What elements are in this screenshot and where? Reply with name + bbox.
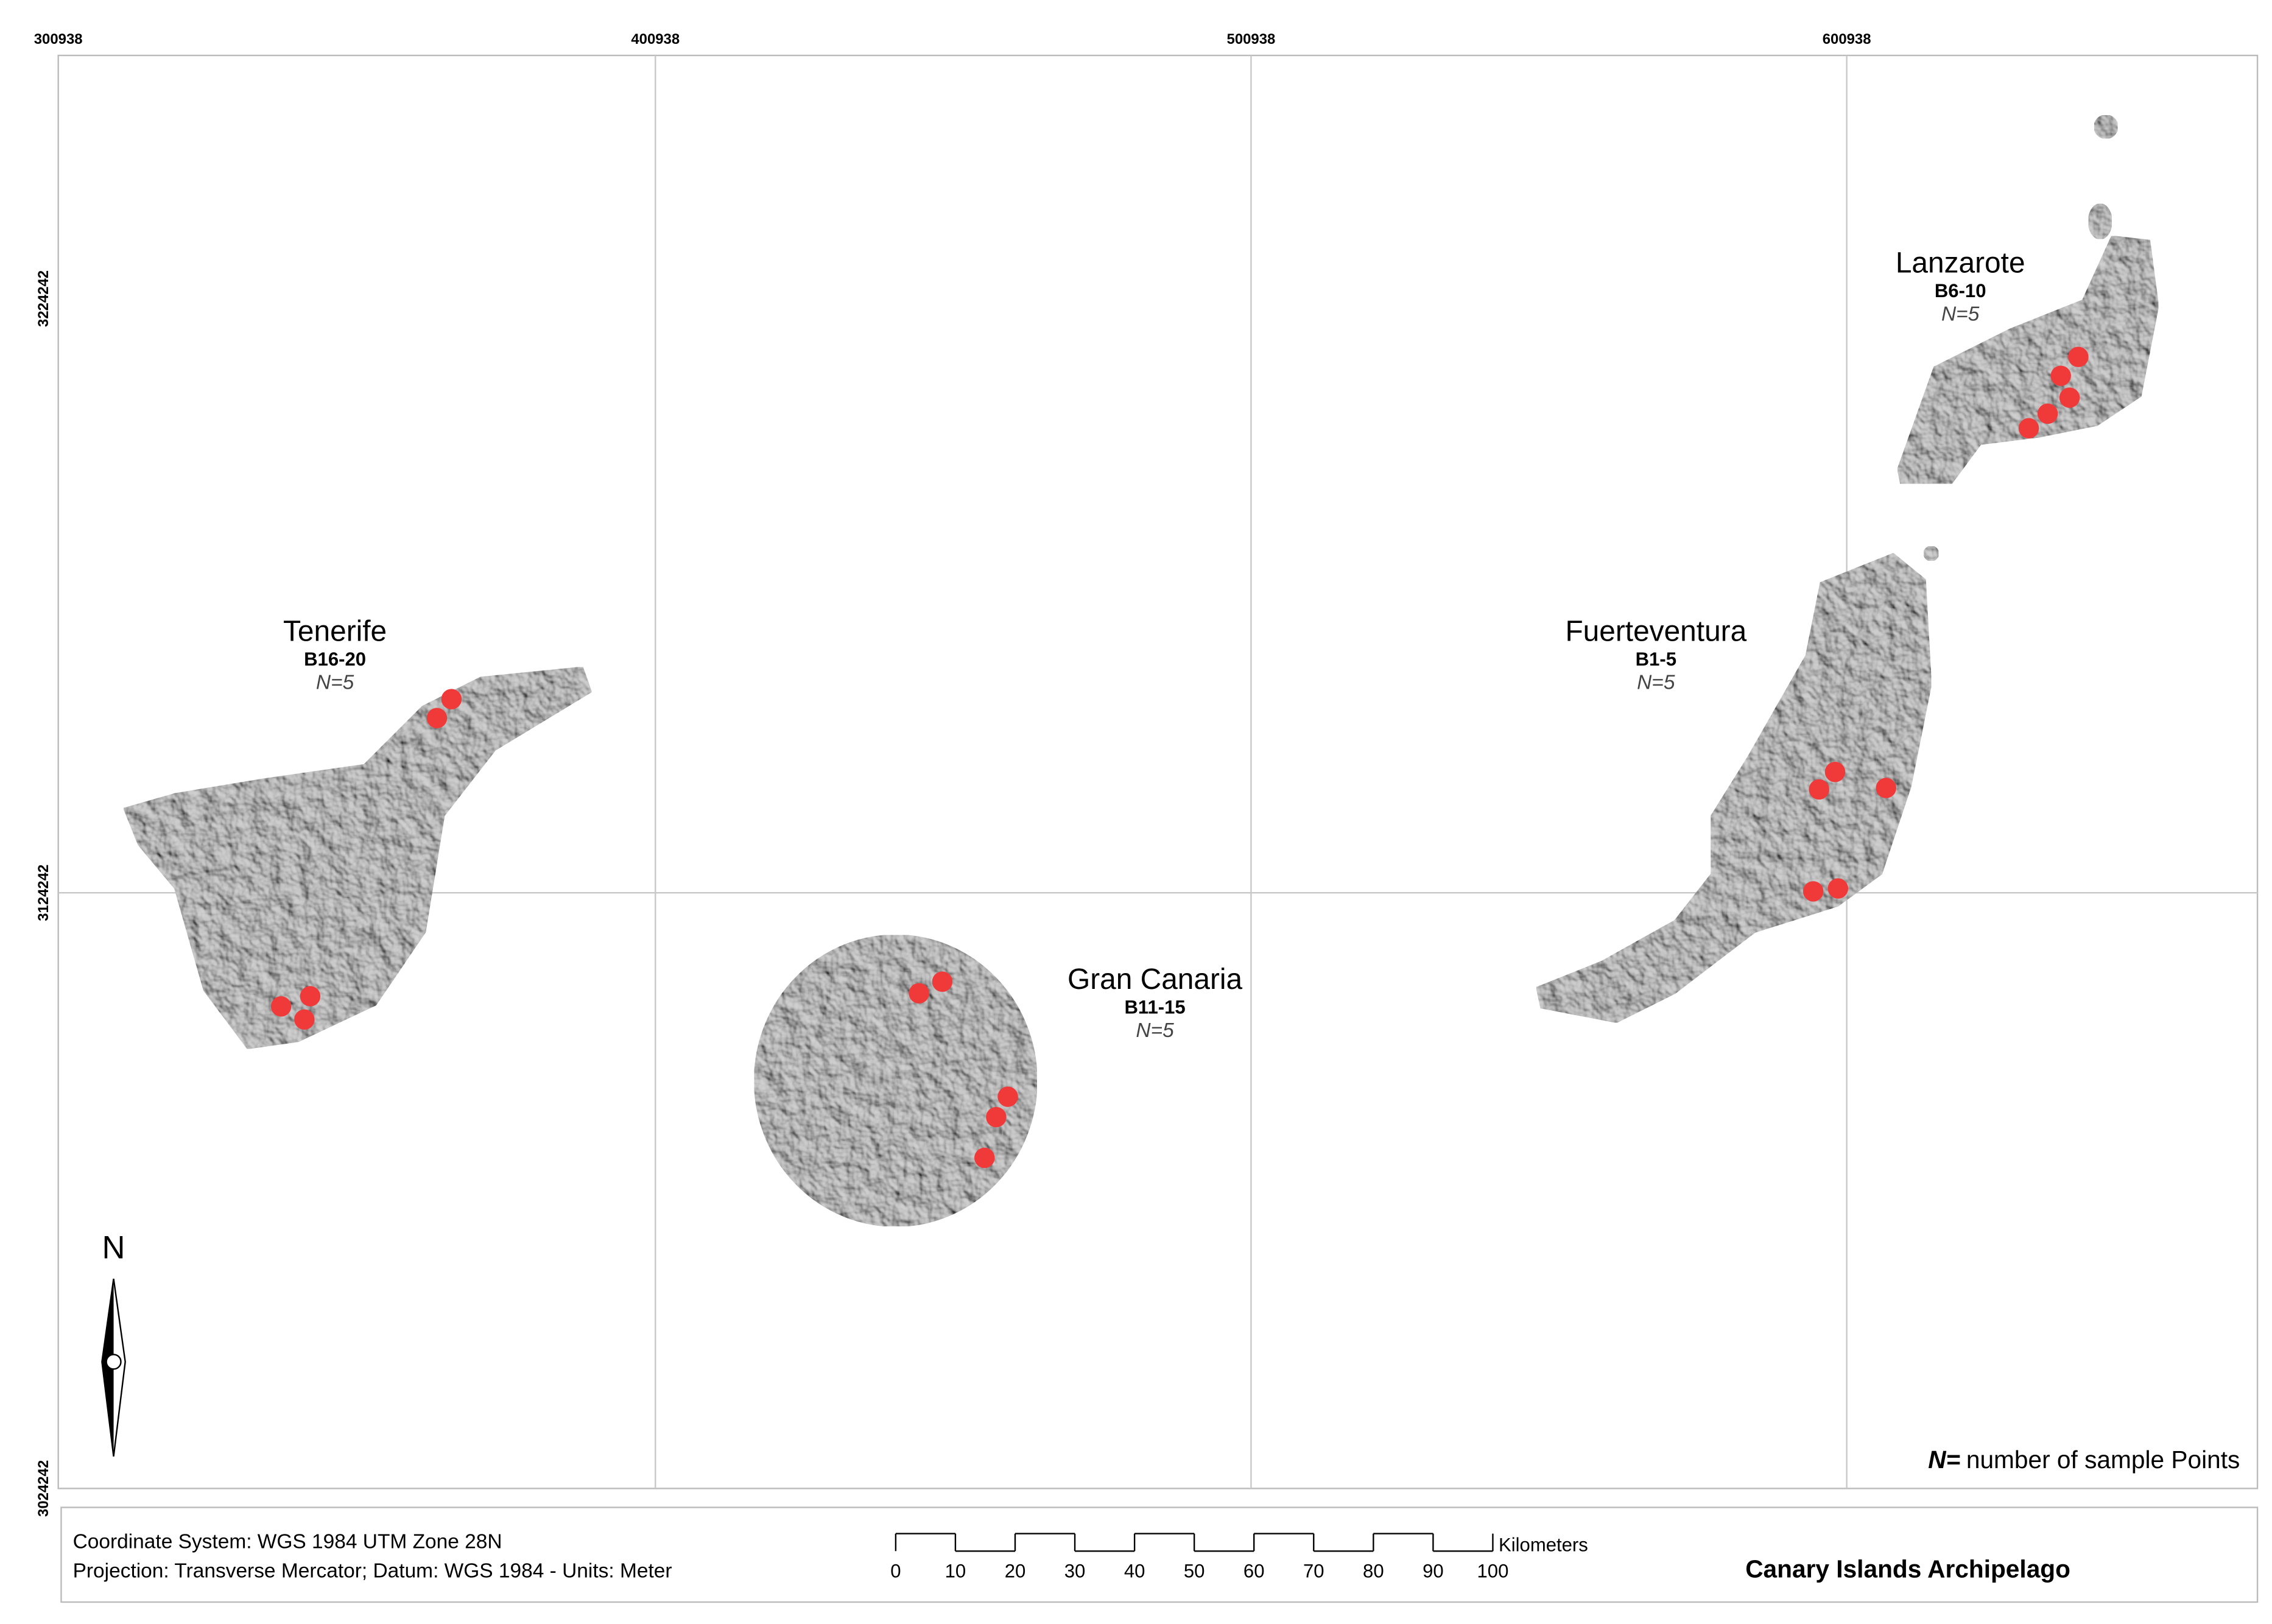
island-samples: B16-20 xyxy=(304,649,366,670)
coordinate-system: Coordinate System: WGS 1984 UTM Zone 28N xyxy=(73,1530,502,1553)
scale-label: 20 xyxy=(1005,1560,1026,1581)
scale-label: 40 xyxy=(1124,1560,1145,1581)
island-name: Tenerife xyxy=(283,615,387,647)
scale-label: 70 xyxy=(1303,1560,1324,1581)
island-name: Gran Canaria xyxy=(1067,963,1243,996)
legend: N= number of sample Points xyxy=(1928,1446,2240,1474)
island-n: N=5 xyxy=(1637,671,1675,694)
x-grid-label: 500938 xyxy=(1227,31,1276,47)
scale-unit: Kilometers xyxy=(1499,1534,1588,1555)
x-grid-label: 300938 xyxy=(34,31,83,47)
sample-point xyxy=(2018,418,2039,439)
north-label: N xyxy=(102,1230,125,1266)
y-grid-label: 3124242 xyxy=(35,865,52,921)
sample-point xyxy=(441,689,462,709)
sample-point xyxy=(974,1147,995,1169)
sample-point xyxy=(1809,779,1829,800)
sample-point xyxy=(986,1106,1007,1128)
footer-box xyxy=(60,1506,2259,1603)
sample-point xyxy=(909,983,929,1004)
sample-point xyxy=(300,986,321,1007)
sample-points xyxy=(270,346,2089,1169)
sample-point xyxy=(294,1009,315,1030)
islands xyxy=(123,114,2159,1227)
islet xyxy=(1923,546,1940,561)
scale-label: 10 xyxy=(945,1560,966,1581)
island-tenerife xyxy=(123,666,593,1050)
scale-bar: 0 10 20 30 40 50 60 70 80 90 100 Kilometers xyxy=(890,1533,1588,1581)
legend-key: N= xyxy=(1928,1446,1960,1474)
island-samples: B1-5 xyxy=(1636,649,1676,670)
sample-point xyxy=(932,971,953,992)
island-gran-canaria xyxy=(753,934,1038,1227)
sample-point xyxy=(2059,387,2080,408)
sample-point xyxy=(1876,778,1896,798)
islet xyxy=(2094,114,2119,139)
north-arrow: N xyxy=(101,1230,126,1457)
map-title: Canary Islands Archipelago xyxy=(1745,1555,2070,1583)
sample-point xyxy=(1824,761,1846,782)
x-grid-label: 400938 xyxy=(631,31,680,47)
island-n: N=5 xyxy=(1136,1019,1174,1042)
y-grid-label: 3224242 xyxy=(35,270,52,327)
scale-label: 100 xyxy=(1477,1560,1509,1581)
island-samples: B6-10 xyxy=(1935,280,1986,301)
scale-label: 80 xyxy=(1363,1560,1384,1581)
islet xyxy=(2087,203,2112,240)
x-grid-label: 600938 xyxy=(1823,31,1871,47)
graticule xyxy=(58,55,2258,1489)
sample-point xyxy=(997,1086,1018,1107)
island-name: Fuerteventura xyxy=(1565,615,1746,647)
island-n: N=5 xyxy=(316,671,354,694)
island-name: Lanzarote xyxy=(1896,247,2025,279)
island-fuerteventura xyxy=(1536,552,1932,1024)
north-arrow-half xyxy=(102,1279,114,1457)
scale-label: 30 xyxy=(1064,1560,1086,1581)
island-samples: B11-15 xyxy=(1124,997,1185,1018)
scale-label: 0 xyxy=(890,1560,901,1581)
island-n: N=5 xyxy=(1941,303,1980,325)
scale-label: 90 xyxy=(1423,1560,1444,1581)
sample-point xyxy=(1802,881,1824,902)
y-grid-label: 3024242 xyxy=(35,1460,52,1517)
north-arrow-hub xyxy=(105,1354,122,1370)
legend-text: number of sample Points xyxy=(1966,1446,2240,1474)
projection: Projection: Transverse Mercator; Datum: … xyxy=(73,1559,672,1582)
sample-point xyxy=(270,996,292,1017)
sample-point xyxy=(426,708,448,728)
scale-label: 50 xyxy=(1184,1560,1205,1581)
sample-point xyxy=(1827,878,1849,899)
sample-point xyxy=(2050,365,2071,386)
scale-label: 60 xyxy=(1243,1560,1265,1581)
sample-point xyxy=(2037,403,2058,424)
sample-point xyxy=(2068,346,2089,367)
island-lanzarote xyxy=(1897,235,2159,485)
